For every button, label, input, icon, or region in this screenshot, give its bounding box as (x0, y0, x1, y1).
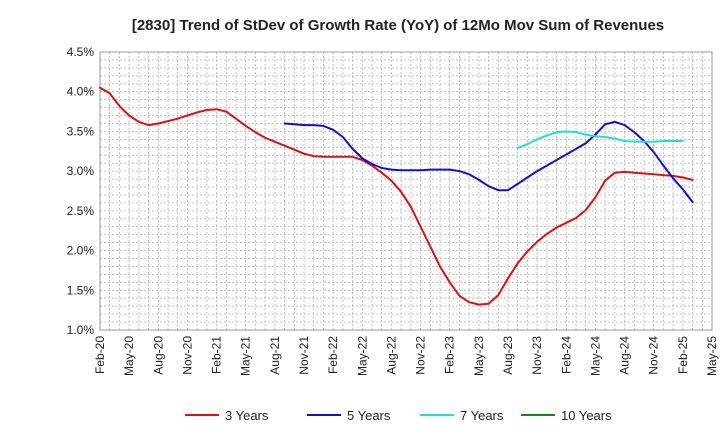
grid (100, 52, 712, 330)
y-tick-label: 3.5% (67, 124, 95, 138)
legend-label: 5 Years (347, 408, 391, 423)
legend-label: 10 Years (561, 408, 612, 423)
y-tick-label: 1.5% (67, 283, 95, 297)
x-tick-label: May-23 (472, 336, 486, 376)
legend-label: 7 Years (460, 408, 504, 423)
x-tick-label: Nov-23 (530, 336, 544, 375)
x-tick-label: Feb-20 (93, 336, 107, 374)
x-tick-label: Aug-20 (151, 336, 165, 375)
x-tick-label: Feb-22 (326, 336, 340, 374)
x-tick-label: Feb-21 (210, 336, 224, 374)
y-tick-label: 3.0% (67, 164, 95, 178)
x-tick-label: Feb-25 (676, 336, 690, 374)
x-tick-label: Feb-23 (443, 336, 457, 374)
x-tick-label: Nov-22 (414, 336, 428, 375)
y-tick-label: 1.0% (67, 323, 95, 337)
plot-area (99, 51, 713, 331)
x-tick-label: Aug-22 (384, 336, 398, 375)
series-line-3-years (99, 86, 694, 306)
legend-label: 3 Years (225, 408, 269, 423)
y-tick-label: 4.0% (67, 85, 95, 99)
x-tick-label: Aug-23 (501, 336, 515, 375)
y-tick-label: 2.0% (67, 244, 95, 258)
series-line-7-years (516, 130, 684, 150)
x-tick-label: May-20 (122, 336, 136, 376)
x-tick-label: May-24 (588, 336, 602, 376)
series-line-5-years (283, 120, 694, 204)
x-axis: Feb-20 May-20 Aug-20 Nov-20 Feb-21 May-21 Aug-… (93, 336, 719, 376)
y-tick-label: 4.5% (67, 45, 95, 59)
x-tick-label: Aug-24 (618, 336, 632, 375)
legend: 3 Years 5 Years 7 Years 10 Years (185, 408, 612, 423)
x-tick-label: Nov-24 (647, 336, 661, 375)
y-axis: 1.0% 1.5% 2.0% 2.5% 3.0% 3.5% 4.0% 4.5% (67, 45, 95, 337)
chart-title: [2830] Trend of StDev of Growth Rate (Yo… (132, 17, 664, 34)
x-tick-label: Nov-21 (297, 336, 311, 375)
x-tick-label: Feb-24 (559, 336, 573, 374)
x-tick-label: Aug-21 (268, 336, 282, 375)
series-layer (99, 86, 694, 306)
y-tick-label: 2.5% (67, 204, 95, 218)
x-tick-label: May-21 (239, 336, 253, 376)
x-tick-label: Nov-20 (180, 336, 194, 375)
x-tick-label: May-22 (355, 336, 369, 376)
x-tick-label: May-25 (705, 336, 719, 376)
